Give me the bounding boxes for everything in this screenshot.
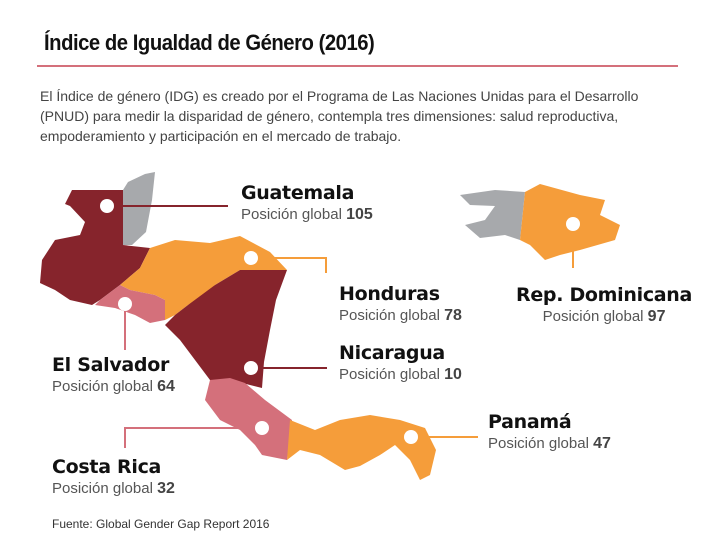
intro-text: El Índice de género (IDG) es creado por …	[40, 88, 639, 144]
belize-shape	[123, 172, 155, 245]
el-salvador-marker	[118, 297, 132, 311]
guatemala-marker	[100, 199, 114, 213]
rank: 78	[444, 307, 462, 324]
rank: 47	[593, 435, 611, 452]
haiti-shape	[460, 190, 525, 240]
honduras-marker	[244, 251, 258, 265]
title-divider	[37, 65, 678, 67]
source-note: Fuente: Global Gender Gap Report 2016	[52, 517, 270, 531]
label-nicaragua: Nicaragua Posición global 10	[339, 342, 462, 383]
dominican-republic-marker	[566, 217, 580, 231]
nicaragua-marker	[244, 361, 258, 375]
costa-rica-marker	[255, 421, 269, 435]
label-dominican-republic: Rep. Dominicana Posición global 97	[516, 284, 693, 325]
label-panama: Panamá Posición global 47	[488, 411, 611, 452]
costa-rica-shape	[205, 378, 292, 460]
label-guatemala: Guatemala Posición global 105	[241, 182, 373, 223]
nicaragua-shape	[165, 270, 287, 388]
page-title: Índice de Igualdad de Género (2016)	[44, 30, 375, 55]
label-honduras: Honduras Posición global 78	[339, 283, 462, 324]
rank: 64	[157, 378, 175, 395]
guatemala-shape	[40, 190, 150, 305]
rank: 10	[444, 366, 462, 383]
label-costa-rica: Costa Rica Posición global 32	[52, 456, 175, 497]
panama-shape	[287, 415, 436, 480]
rank: 32	[157, 480, 175, 497]
panama-marker	[404, 430, 418, 444]
rank: 105	[346, 206, 373, 223]
label-el-salvador: El Salvador Posición global 64	[52, 354, 175, 395]
rank: 97	[647, 308, 666, 325]
